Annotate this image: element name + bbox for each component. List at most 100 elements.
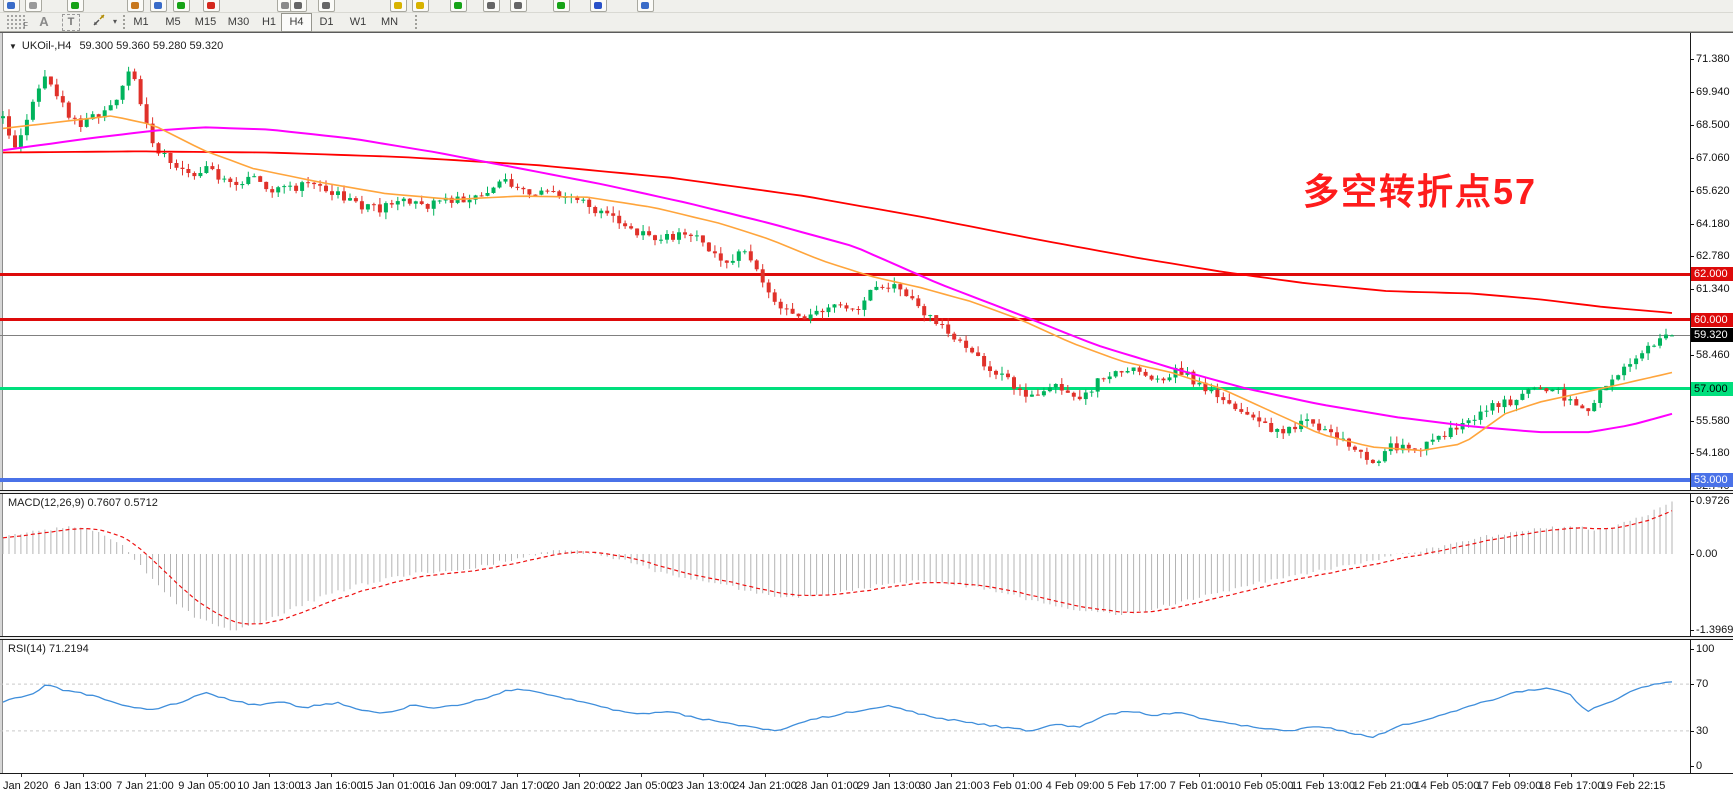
price-tick-65.620: 65.620: [1696, 185, 1730, 197]
price-label-53.000: 53.000: [1691, 473, 1733, 487]
date-label: 17 Feb 09:00: [1476, 780, 1542, 792]
tf-button-m5[interactable]: M5: [165, 16, 181, 28]
horizontal-line-53.000[interactable]: [0, 478, 1690, 483]
date-label: 24 Jan 21:00: [733, 780, 797, 792]
price-tick-54.180-tick: [1690, 453, 1694, 454]
tf-button-m30[interactable]: M30: [227, 16, 250, 28]
date-tick: [145, 774, 146, 777]
date-tick: [1075, 774, 1076, 777]
new-chart-icon[interactable]: [553, 0, 570, 12]
new-order-icon[interactable]: [3, 0, 20, 12]
tf-button-m1[interactable]: M1: [133, 16, 149, 28]
database-icon[interactable]: [150, 0, 167, 12]
date-tick: [1509, 774, 1510, 777]
date-tick: [455, 774, 456, 777]
text-label-tool[interactable]: A: [39, 14, 49, 29]
date-label: 20 Jan 20:00: [547, 780, 611, 792]
date-label: 16 Jan 09:00: [423, 780, 487, 792]
rsi-tick-100-tick: [1690, 649, 1694, 650]
date-label: 29 Jan 13:00: [857, 780, 921, 792]
macd-tick-0.9726-tick: [1690, 501, 1694, 502]
crosshair-icon-2[interactable]: [318, 0, 335, 12]
arrows-tool-icon[interactable]: [90, 14, 108, 29]
chart-collapse-icon[interactable]: ▼: [9, 42, 17, 51]
price-tick-62.780: 62.780: [1696, 250, 1730, 262]
date-tick: [1013, 774, 1014, 777]
autotrade-icon[interactable]: [127, 0, 144, 12]
price-tick-71.380: 71.380: [1696, 53, 1730, 65]
chart-window[interactable]: ▼ UKOil-,H4 59.300 59.360 59.280 59.320 多空…: [0, 32, 1733, 796]
pane-separator[interactable]: [0, 493, 1733, 494]
price-tick-67.060: 67.060: [1696, 152, 1730, 164]
cursor-icon-2[interactable]: [412, 0, 429, 12]
price-tick-64.180: 64.180: [1696, 218, 1730, 230]
date-tick: [1385, 774, 1386, 777]
date-tick: [393, 774, 394, 777]
current-price-label: 59.320: [1691, 328, 1733, 342]
date-tick: [1323, 774, 1324, 777]
chart-title: ▼ UKOil-,H4 59.300 59.360 59.280 59.320: [9, 40, 223, 52]
tf-button-d1[interactable]: D1: [319, 16, 334, 28]
date-tick: [517, 774, 518, 777]
tile-windows-icon[interactable]: [450, 0, 467, 12]
horizontal-line-60.000[interactable]: [0, 318, 1690, 322]
grid-fibonacci-icon[interactable]: F: [6, 14, 28, 30]
macd-tick-0.00-tick: [1690, 554, 1694, 555]
date-tick: [269, 774, 270, 777]
date-label: 23 Jan 13:00: [671, 780, 735, 792]
pane-separator[interactable]: [0, 636, 1733, 637]
price-label-60.000: 60.000: [1691, 313, 1733, 327]
pane-separator[interactable]: [0, 639, 1733, 640]
cursor-icon[interactable]: [390, 0, 407, 12]
toolbar-tools: F A T ▾ M1 M5 M15 M30 H1 H4 D1 W1 MN: [0, 13, 1733, 32]
symbol-period: UKOil-,H4: [21, 40, 72, 52]
date-label: 3 Feb 01:00: [983, 780, 1043, 792]
text-tool[interactable]: T: [62, 14, 80, 31]
chart-box-icon-2[interactable]: [510, 0, 527, 12]
price-tick-64.180-tick: [1690, 224, 1694, 225]
tf-button-m15[interactable]: M15: [194, 16, 217, 28]
toolbar-grip-2[interactable]: [414, 14, 418, 29]
date-axis: 3 Jan 2020 6 Jan 13:00 7 Jan 21:00 9 Jan 05…: [0, 774, 1733, 796]
pane-separator[interactable]: [0, 490, 1733, 491]
chart-box-icon[interactable]: [483, 0, 500, 12]
horizontal-line-57.000[interactable]: [0, 387, 1690, 391]
window-icon[interactable]: [637, 0, 654, 12]
add-indicator-icon[interactable]: [67, 0, 84, 12]
grid-f-label: F: [23, 21, 28, 30]
horizontal-line-62.000[interactable]: [0, 272, 1690, 276]
date-label: 5 Feb 17:00: [1107, 780, 1167, 792]
tf-button-h4[interactable]: H4: [281, 13, 312, 32]
stop-icon[interactable]: [203, 0, 220, 12]
date-label: 28 Jan 01:00: [795, 780, 859, 792]
rsi-indicator-label: RSI(14) 71.2194: [8, 643, 89, 655]
date-tick: [765, 774, 766, 777]
macd-tick--1.3969-tick: [1690, 630, 1694, 631]
price-label-62.000: 62.000: [1691, 267, 1733, 281]
date-label: 7 Feb 01:00: [1169, 780, 1229, 792]
price-tick-67.060-tick: [1690, 158, 1694, 159]
date-tick: [889, 774, 890, 777]
pane-splitter[interactable]: [0, 637, 1733, 639]
web-icon[interactable]: [590, 0, 607, 12]
arrows-dropdown-icon[interactable]: ▾: [112, 17, 117, 26]
ohlc-quotes: 59.300 59.360 59.280 59.320: [79, 40, 224, 52]
crosshair-icon[interactable]: [290, 0, 307, 12]
rsi-tick-30: 30: [1696, 725, 1709, 737]
date-tick: [641, 774, 642, 777]
macd-indicator-label: MACD(12,26,9) 0.7607 0.5712: [8, 497, 158, 509]
price-tick-69.940-tick: [1690, 92, 1694, 93]
date-tick: [1137, 774, 1138, 777]
tf-button-mn[interactable]: MN: [380, 16, 399, 28]
date-label: 9 Jan 05:00: [178, 780, 236, 792]
toolbar-grip[interactable]: [122, 14, 126, 29]
pane-splitter[interactable]: [0, 491, 1733, 493]
tf-button-w1[interactable]: W1: [349, 16, 367, 28]
date-tick: [951, 774, 952, 777]
chart-annotation-text[interactable]: 多空转折点57: [1303, 171, 1538, 212]
play-icon[interactable]: [173, 0, 190, 12]
chart-canvas[interactable]: [0, 33, 1733, 796]
tf-button-h1[interactable]: H1: [261, 16, 277, 28]
magnifier-icon[interactable]: [25, 0, 42, 12]
